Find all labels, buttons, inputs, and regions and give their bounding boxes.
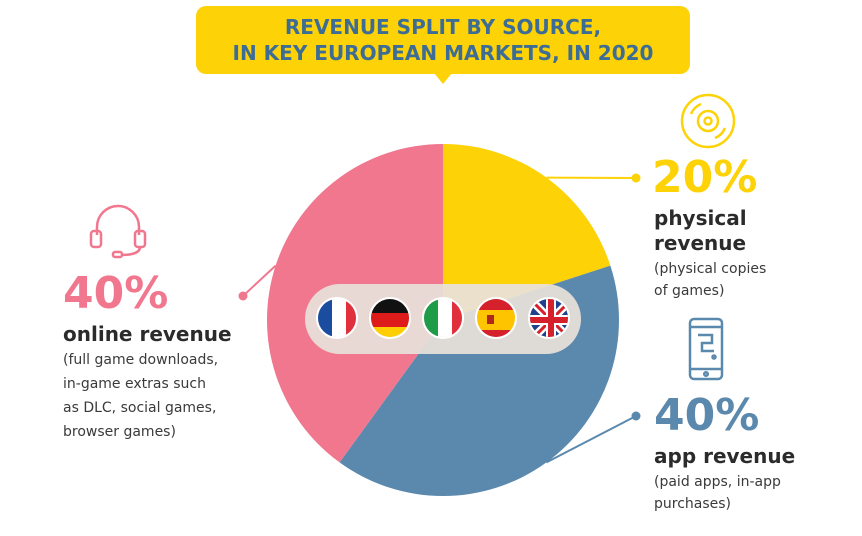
spain-flag — [475, 297, 517, 339]
disc-icon — [679, 92, 737, 154]
physical-label-line-2: revenue — [654, 231, 747, 255]
italy-flag — [422, 297, 464, 339]
leader-line-online — [242, 264, 277, 297]
germany-flag — [369, 297, 411, 339]
smartphone-icon — [688, 317, 724, 385]
leader-dot-physical — [631, 173, 641, 183]
online-desc-line-3: as DLC, social games, — [63, 400, 217, 416]
physical-desc-line-2: of games) — [654, 283, 725, 299]
app-desc-line-2: purchases) — [654, 496, 732, 512]
app-desc-line-1: (paid apps, in-app — [654, 474, 781, 490]
headset-icon — [87, 201, 149, 263]
title-banner: REVENUE SPLIT BY SOURCE, IN KEY EUROPEAN… — [196, 6, 690, 84]
physical-label-line-1: physical — [654, 206, 747, 230]
france-flag — [316, 297, 358, 339]
title-line-2: IN KEY EUROPEAN MARKETS, IN 2020 — [232, 41, 654, 65]
physical-desc-line-1: (physical copies — [654, 261, 767, 277]
online-label: online revenue — [63, 322, 232, 346]
online-desc-line-1: (full game downloads, — [63, 352, 219, 368]
online-desc-line-4: browser games) — [63, 424, 176, 440]
leader-dot-online — [238, 291, 248, 301]
app-percent: 40% — [654, 390, 760, 441]
title-line-1: REVENUE SPLIT BY SOURCE, — [284, 15, 602, 39]
leader-line-app — [545, 415, 637, 464]
pie-slice-physical — [443, 144, 611, 320]
online-desc-line-2: in-game extras such — [63, 376, 206, 392]
uk-flag — [528, 297, 570, 339]
leader-dot-app — [631, 411, 641, 421]
physical-percent: 20% — [652, 152, 758, 203]
online-percent: 40% — [63, 268, 169, 319]
app-label: app revenue — [654, 444, 796, 468]
